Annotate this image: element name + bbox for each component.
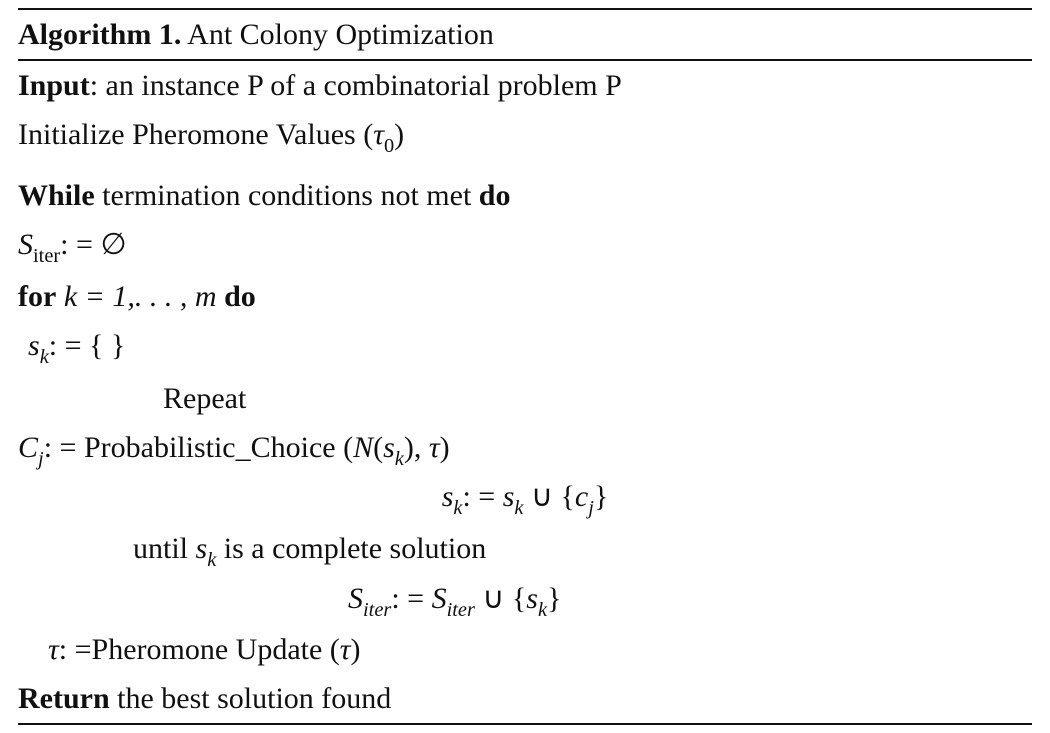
while-condition: termination conditions not met bbox=[95, 179, 479, 212]
S-iter-sub-2: iter bbox=[363, 599, 391, 621]
s-symbol-5: s bbox=[196, 532, 208, 565]
tau-symbol-4: τ bbox=[340, 633, 351, 666]
bottom-rule bbox=[18, 723, 1032, 725]
algorithm-number: Algorithm 1. bbox=[18, 18, 181, 51]
for-line: for k = 1,. . . , m do bbox=[18, 272, 1032, 321]
s-symbol-3: s bbox=[442, 480, 454, 513]
C-sub-j: j bbox=[38, 448, 44, 470]
rbrace: } bbox=[594, 480, 608, 513]
assign-op-3: : = bbox=[44, 431, 84, 464]
S-iter-symbol-2: S bbox=[348, 582, 363, 615]
assign-op-5: : = bbox=[391, 582, 431, 615]
repeat-keyword: Repeat bbox=[163, 382, 246, 415]
do-keyword-2: do bbox=[224, 280, 256, 313]
s-sub-k: k bbox=[40, 346, 49, 368]
until-line: until sk is a complete solution bbox=[18, 524, 1032, 577]
empty-braces: { } bbox=[89, 329, 125, 362]
init-suffix: ) bbox=[394, 118, 404, 151]
s-sub-k-3: k bbox=[453, 497, 462, 519]
sk-union-line: sk: = sk ∪ {cj} bbox=[18, 475, 1032, 524]
s-sub-k-6: k bbox=[538, 599, 547, 621]
s-symbol-4: s bbox=[503, 480, 515, 513]
assign-op: : = bbox=[60, 228, 100, 261]
lbrace: { bbox=[560, 480, 574, 513]
algorithm-title: Ant Colony Optimization bbox=[181, 18, 494, 51]
assign-op-2: : = bbox=[49, 329, 89, 362]
for-range: = 1,. . . , bbox=[77, 280, 195, 313]
prob-choice-line: Cj: = Probabilistic_Choice (N(sk), τ) bbox=[18, 423, 1032, 476]
m-symbol: m bbox=[195, 280, 217, 313]
repeat-line: Repeat bbox=[18, 374, 1032, 423]
init-line: Initialize Pheromone Values (τ0) bbox=[18, 110, 1032, 163]
while-keyword: While bbox=[18, 179, 95, 212]
tau-symbol-2: τ bbox=[429, 431, 440, 464]
while-line: While termination conditions not met do bbox=[18, 163, 1032, 220]
empty-set-symbol: ∅ bbox=[100, 228, 126, 261]
pheromone-update-line: τ: =Pheromone Update (τ) bbox=[18, 625, 1032, 674]
comma-sep: ), bbox=[404, 431, 429, 464]
return-line: Return the best solution found bbox=[18, 674, 1032, 723]
S-iter-symbol: S bbox=[18, 228, 33, 261]
pheromone-end: ) bbox=[351, 633, 361, 666]
init-prefix: Initialize Pheromone Values ( bbox=[18, 118, 373, 151]
assign-op-6: : = bbox=[59, 633, 92, 666]
tau-symbol-3: τ bbox=[48, 633, 59, 666]
N-symbol: N bbox=[353, 431, 373, 464]
siter-empty-line: Siter: = ∅ bbox=[18, 220, 1032, 273]
union-op: ∪ bbox=[523, 480, 560, 513]
title-line: Algorithm 1. Ant Colony Optimization bbox=[18, 10, 1032, 59]
union-op-2: ∪ bbox=[475, 582, 512, 615]
s-symbol-6: s bbox=[526, 582, 538, 615]
for-space-1 bbox=[56, 280, 64, 313]
input-line: Input: an instance P of a combinatorial … bbox=[18, 61, 1032, 110]
return-text: the best solution found bbox=[110, 682, 392, 715]
lbrace-2: { bbox=[512, 582, 526, 615]
for-space-2 bbox=[217, 280, 225, 313]
pheromone-text: Pheromone Update ( bbox=[92, 633, 340, 666]
input-label: Input bbox=[18, 69, 90, 102]
s-symbol-2: s bbox=[383, 431, 395, 464]
do-keyword: do bbox=[479, 179, 511, 212]
s-sub-k-2: k bbox=[395, 448, 404, 470]
S-iter-sub: iter bbox=[33, 245, 60, 267]
s-sub-k-4: k bbox=[514, 497, 523, 519]
probchoice-prefix: Probabilistic_Choice ( bbox=[84, 431, 353, 464]
tau-symbol: τ bbox=[373, 118, 384, 151]
input-text: : an instance P of a combinatorial probl… bbox=[90, 69, 622, 102]
tau-sub-zero: 0 bbox=[384, 135, 394, 157]
Siter-union-line: Siter: = Siter ∪ {sk} bbox=[18, 577, 1032, 626]
s-sub-k-5: k bbox=[207, 549, 216, 571]
return-keyword: Return bbox=[18, 682, 110, 715]
S-iter-sub-3: iter bbox=[447, 599, 475, 621]
k-symbol: k bbox=[64, 280, 77, 313]
until-suffix: is a complete solution bbox=[216, 532, 486, 565]
c-symbol: c bbox=[575, 480, 588, 513]
lparen: ( bbox=[373, 431, 383, 464]
until-prefix: until bbox=[133, 532, 196, 565]
algorithm-block: Algorithm 1. Ant Colony Optimization Inp… bbox=[0, 0, 1050, 733]
C-symbol: C bbox=[18, 431, 38, 464]
sk-empty-line: sk: = { } bbox=[18, 321, 1032, 374]
for-keyword: for bbox=[18, 280, 56, 313]
rparen: ) bbox=[440, 431, 450, 464]
c-sub-j: j bbox=[588, 497, 594, 519]
assign-op-4: : = bbox=[462, 480, 502, 513]
S-iter-symbol-3: S bbox=[432, 582, 447, 615]
rbrace-2: } bbox=[547, 582, 561, 615]
s-symbol: s bbox=[28, 329, 40, 362]
